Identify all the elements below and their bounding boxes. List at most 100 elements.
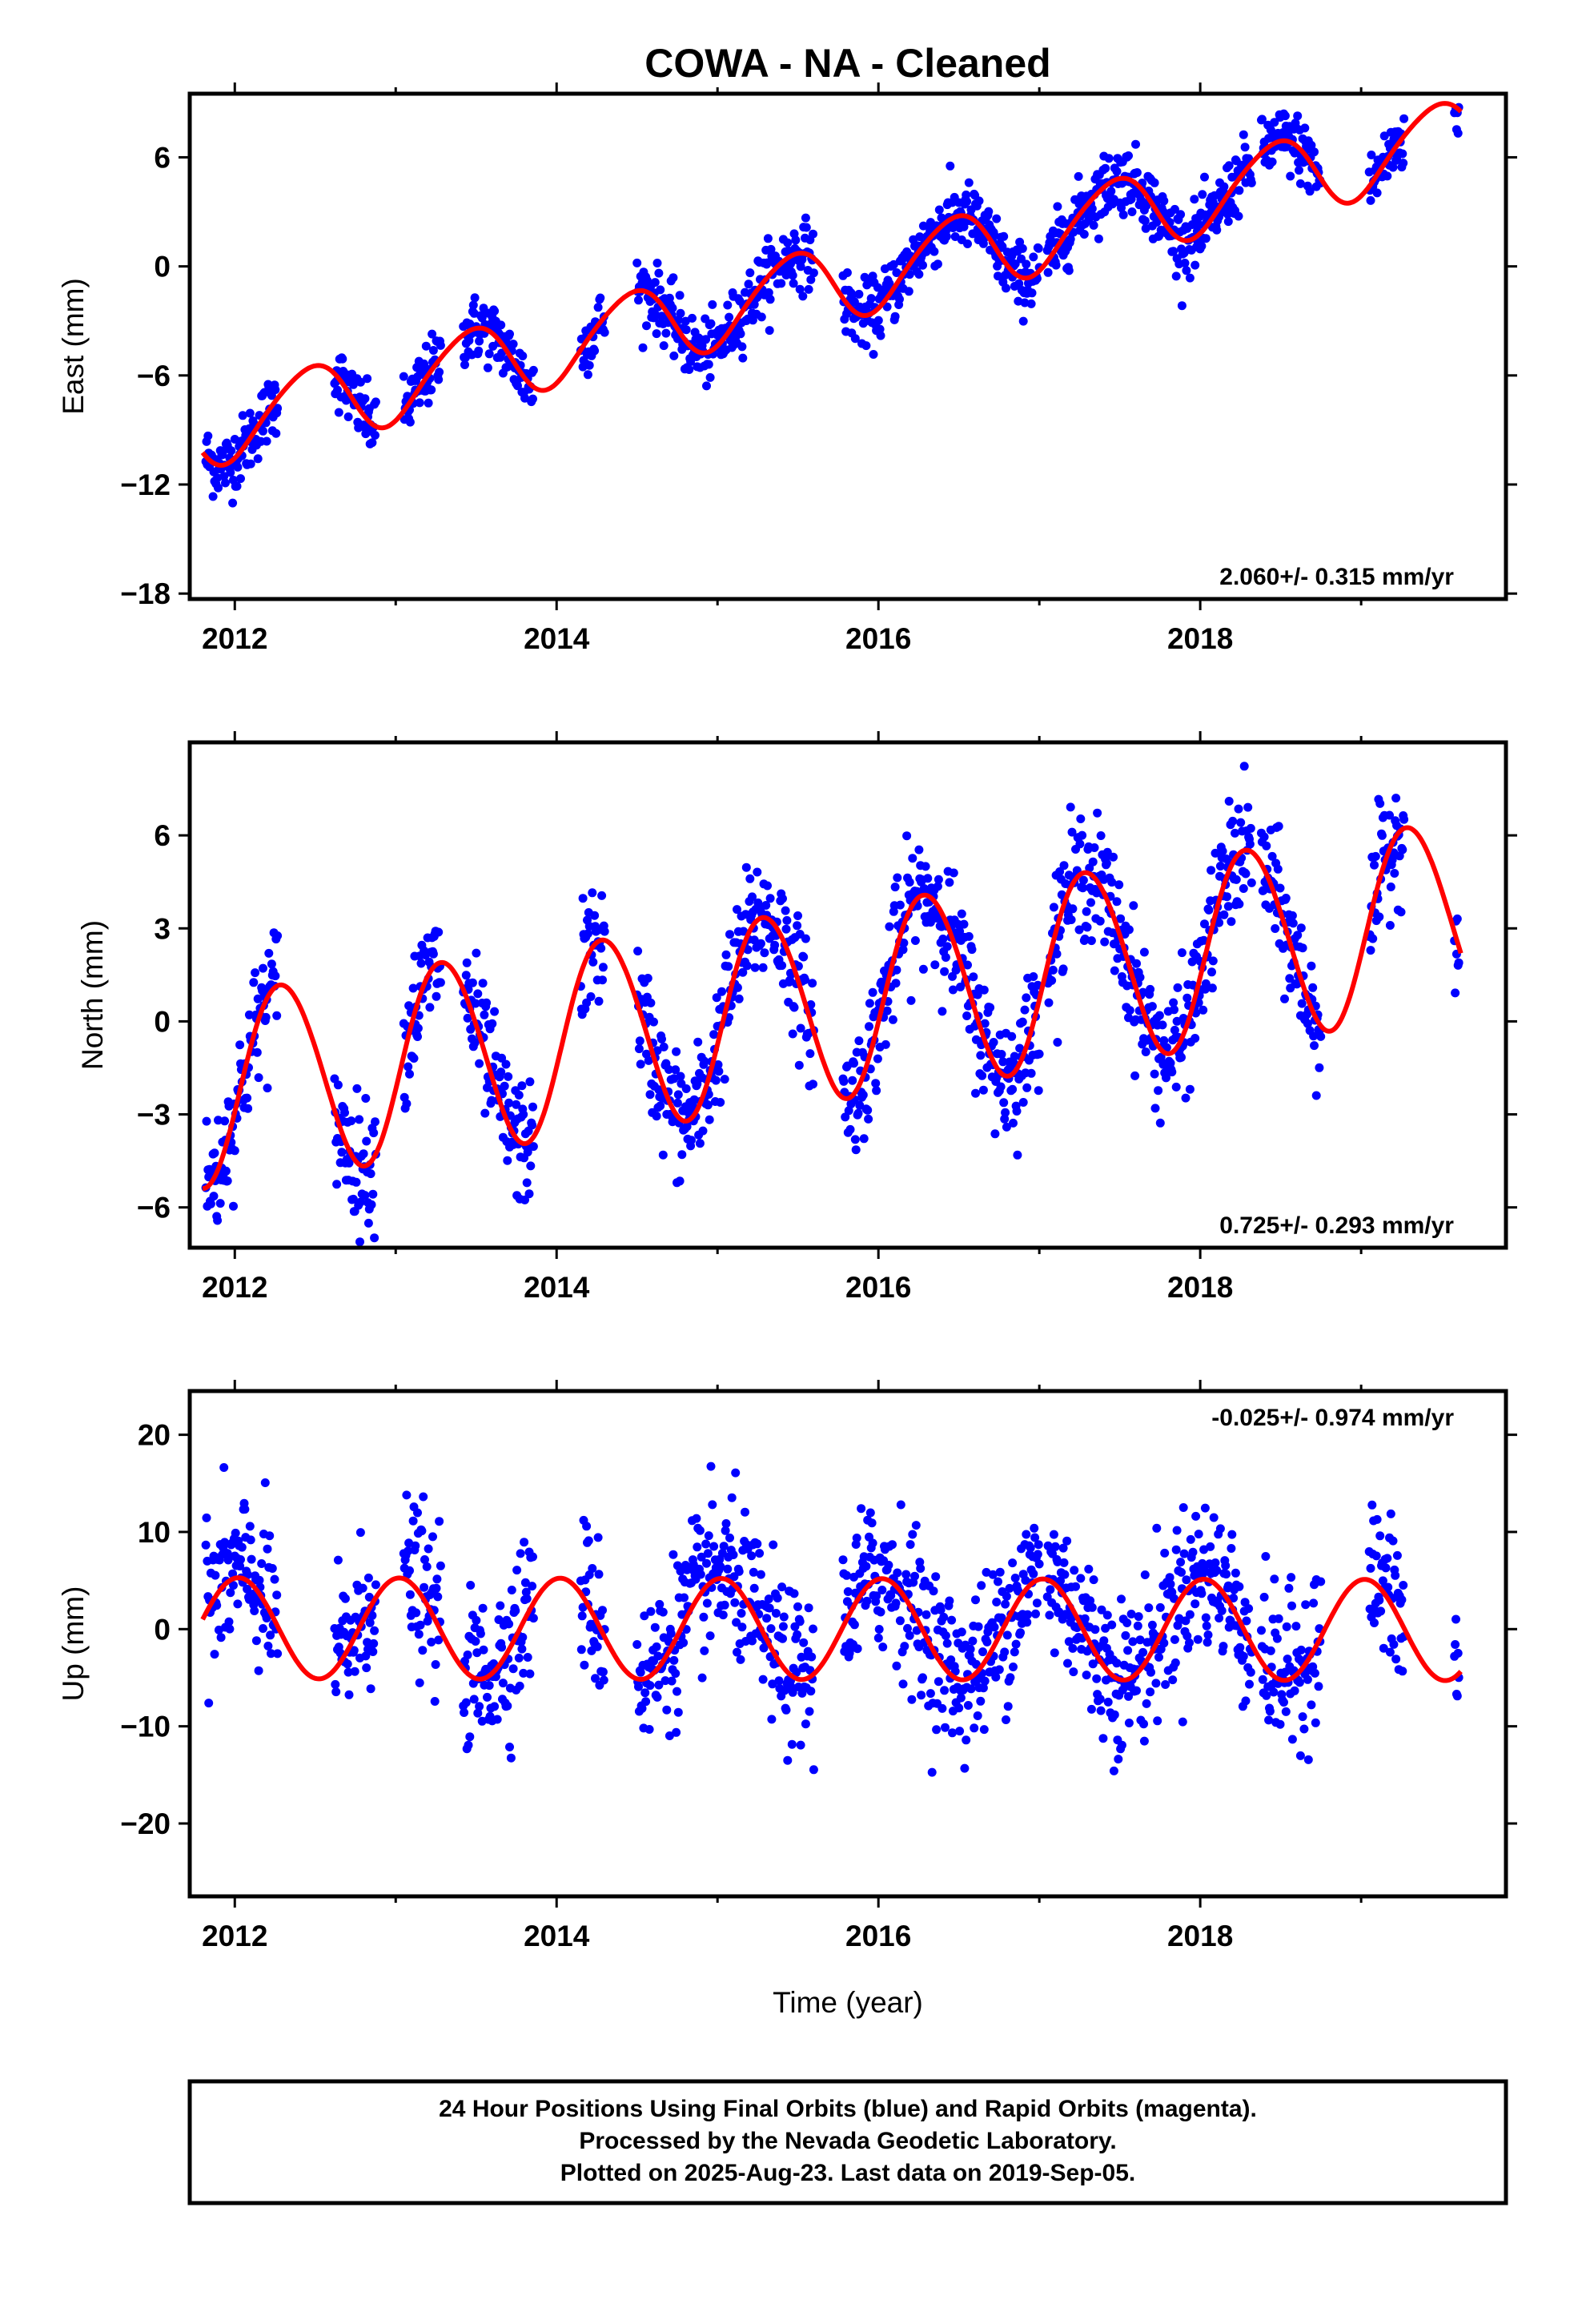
data-point [362, 1136, 371, 1146]
data-point [1056, 1576, 1065, 1586]
data-point [745, 268, 755, 278]
data-point [1303, 1755, 1313, 1764]
data-point [976, 1696, 986, 1706]
data-point [723, 300, 733, 310]
data-point [1286, 171, 1295, 181]
data-point [1293, 931, 1303, 940]
data-point [1117, 1594, 1126, 1604]
data-point [204, 1699, 214, 1708]
data-point [966, 1644, 975, 1654]
data-point [431, 1660, 440, 1669]
data-point [763, 234, 773, 243]
data-point [930, 960, 940, 970]
data-point [681, 325, 691, 335]
data-point [434, 927, 444, 937]
data-point [366, 1684, 375, 1694]
data-point [210, 1148, 219, 1158]
data-point [428, 346, 438, 355]
data-point [1372, 1514, 1382, 1524]
data-point [671, 1065, 681, 1075]
data-point [937, 213, 946, 223]
data-point [1058, 964, 1068, 974]
data-point [520, 393, 529, 403]
data-point [1066, 802, 1075, 812]
data-point [1366, 1563, 1375, 1573]
data-point [646, 1606, 656, 1616]
data-point [1295, 1678, 1304, 1687]
x-tick-label: 2012 [202, 622, 267, 655]
data-point [1177, 1052, 1186, 1062]
data-point [1101, 1623, 1110, 1633]
data-point [584, 1536, 593, 1546]
data-point [518, 1633, 528, 1642]
data-point [1377, 830, 1387, 840]
data-point [436, 340, 445, 350]
data-point [801, 934, 810, 943]
data-point [1366, 946, 1375, 955]
data-point [734, 994, 744, 1003]
data-point [749, 1583, 759, 1593]
data-point [755, 1549, 765, 1558]
data-point [652, 1642, 661, 1651]
data-point [1297, 999, 1307, 1008]
data-point [717, 987, 726, 996]
data-point [1201, 979, 1211, 988]
data-point [260, 1478, 270, 1487]
data-point [1084, 1564, 1094, 1574]
data-point [992, 214, 1002, 223]
data-point [654, 1085, 664, 1095]
data-point [643, 974, 652, 983]
data-point [1194, 1530, 1203, 1539]
data-point [781, 906, 790, 915]
data-point [523, 1653, 532, 1662]
data-point [793, 1602, 802, 1611]
data-point [1026, 299, 1036, 308]
data-point [959, 919, 969, 929]
data-point [855, 1100, 865, 1110]
data-point [661, 328, 671, 338]
data-point [505, 329, 514, 339]
data-point [942, 942, 952, 951]
data-point [1309, 1598, 1319, 1608]
data-point [1281, 894, 1291, 903]
data-point [1219, 910, 1229, 919]
data-point [428, 329, 437, 339]
data-point [1388, 163, 1398, 172]
data-point [1018, 1017, 1027, 1027]
data-point [962, 1011, 972, 1020]
data-point [415, 398, 424, 408]
data-point [850, 1135, 860, 1144]
data-point [1368, 934, 1378, 943]
data-point [899, 939, 909, 947]
data-point [343, 1667, 353, 1677]
data-point [460, 360, 469, 369]
data-point [1112, 897, 1122, 907]
data-point [1179, 1549, 1189, 1558]
data-point [806, 1687, 816, 1696]
data-point [665, 1731, 674, 1740]
data-point [885, 922, 894, 931]
data-point [1264, 1715, 1274, 1725]
data-point [1303, 1675, 1312, 1684]
data-point [868, 1538, 877, 1548]
data-point [806, 275, 816, 284]
data-point [882, 1006, 892, 1015]
data-point [1235, 1642, 1245, 1652]
data-point [1170, 1658, 1180, 1667]
data-point [404, 1062, 413, 1072]
data-point [1231, 1568, 1240, 1578]
data-point [676, 308, 685, 318]
data-point [1076, 1574, 1086, 1583]
data-point [1241, 1696, 1251, 1706]
y-tick-label: 3 [154, 912, 171, 945]
data-point [658, 1150, 668, 1160]
data-point [992, 1598, 1002, 1606]
data-point [352, 1084, 362, 1093]
data-point [708, 1500, 717, 1510]
data-point [576, 1645, 586, 1655]
data-point [885, 279, 894, 288]
data-point [593, 1533, 603, 1542]
data-point [1076, 814, 1086, 823]
data-point [496, 320, 506, 330]
data-point [809, 229, 817, 239]
